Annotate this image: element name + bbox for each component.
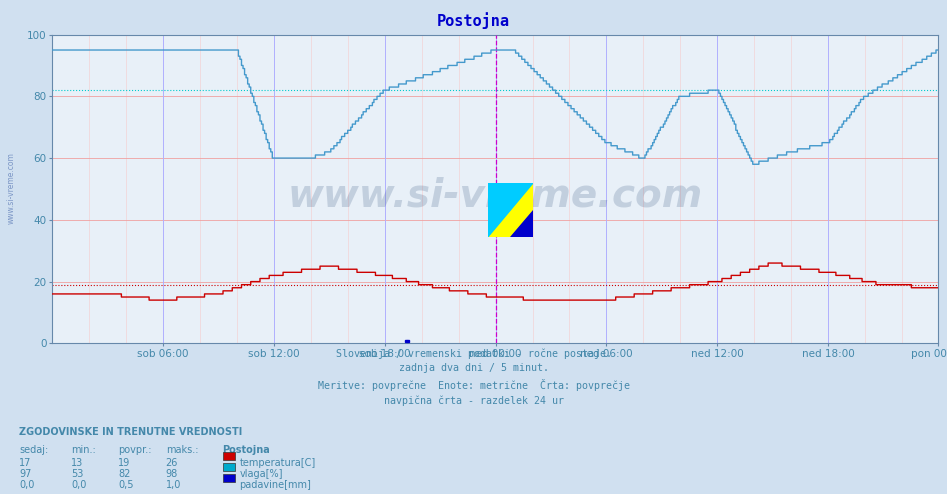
Text: sedaj:: sedaj:	[19, 445, 48, 454]
Text: 82: 82	[118, 469, 131, 479]
Text: temperatura[C]: temperatura[C]	[240, 458, 316, 468]
Polygon shape	[488, 183, 533, 237]
Text: 97: 97	[19, 469, 31, 479]
Text: povpr.:: povpr.:	[118, 445, 152, 454]
Text: 53: 53	[71, 469, 83, 479]
Text: Slovenija / vremenski podatki - ročne postaje.
zadnja dva dni / 5 minut.
Meritve: Slovenija / vremenski podatki - ročne po…	[317, 348, 630, 406]
Text: 26: 26	[166, 458, 178, 468]
Text: Postojna: Postojna	[437, 12, 510, 29]
Text: min.:: min.:	[71, 445, 96, 454]
Text: 1,0: 1,0	[166, 480, 181, 490]
Text: Postojna: Postojna	[223, 445, 270, 454]
Polygon shape	[488, 183, 533, 237]
Text: 0,0: 0,0	[19, 480, 34, 490]
Text: www.si-vreme.com: www.si-vreme.com	[7, 152, 16, 224]
Text: 98: 98	[166, 469, 178, 479]
Text: 19: 19	[118, 458, 131, 468]
Text: 0,5: 0,5	[118, 480, 134, 490]
Text: maks.:: maks.:	[166, 445, 198, 454]
Text: www.si-vreme.com: www.si-vreme.com	[287, 176, 703, 214]
Text: 0,0: 0,0	[71, 480, 86, 490]
Text: padavine[mm]: padavine[mm]	[240, 480, 312, 490]
Text: 17: 17	[19, 458, 31, 468]
Text: vlaga[%]: vlaga[%]	[240, 469, 283, 479]
Polygon shape	[510, 210, 533, 237]
Text: ZGODOVINSKE IN TRENUTNE VREDNOSTI: ZGODOVINSKE IN TRENUTNE VREDNOSTI	[19, 427, 242, 437]
Text: 13: 13	[71, 458, 83, 468]
